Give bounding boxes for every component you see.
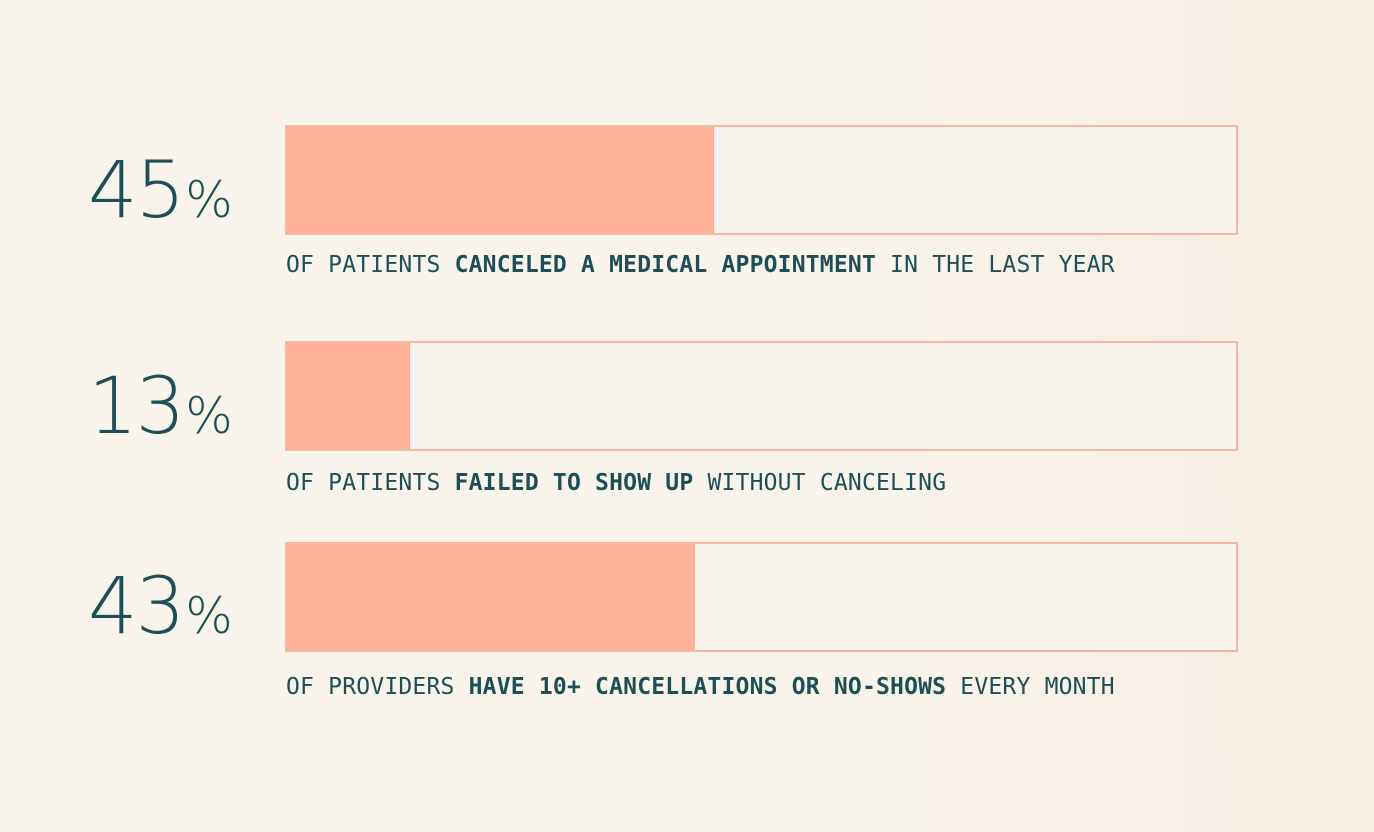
bar-fill <box>287 127 715 233</box>
caption-prefix: OF PATIENTS <box>286 470 455 496</box>
stat-number: 13 <box>88 362 185 452</box>
stat-caption: OF PATIENTS FAILED TO SHOW UP WITHOUT CA… <box>286 470 946 496</box>
caption-suffix: EVERY MONTH <box>946 674 1115 700</box>
stat-value: 13% <box>88 368 233 446</box>
caption-suffix: WITHOUT CANCELING <box>693 470 947 496</box>
caption-highlight: FAILED TO SHOW UP <box>454 470 694 496</box>
stat-value: 43% <box>88 568 233 646</box>
percent-sign: % <box>185 587 233 645</box>
percent-sign: % <box>185 387 233 445</box>
stat-number: 45 <box>88 146 185 236</box>
caption-prefix: OF PROVIDERS <box>286 674 469 700</box>
stat-caption: OF PROVIDERS HAVE 10+ CANCELLATIONS OR N… <box>286 674 1115 700</box>
bar-fill <box>287 544 696 650</box>
bar-fill <box>287 343 411 449</box>
bar-track <box>285 341 1238 451</box>
caption-suffix: IN THE LAST YEAR <box>876 252 1115 278</box>
caption-highlight: CANCELED A MEDICAL APPOINTMENT <box>454 252 876 278</box>
bar-track <box>285 542 1238 652</box>
percent-sign: % <box>185 171 233 229</box>
caption-highlight: HAVE 10+ CANCELLATIONS OR NO-SHOWS <box>468 674 947 700</box>
stat-number: 43 <box>88 562 185 652</box>
caption-prefix: OF PATIENTS <box>286 252 455 278</box>
bar-track <box>285 125 1238 235</box>
stat-value: 45% <box>88 152 233 230</box>
stat-caption: OF PATIENTS CANCELED A MEDICAL APPOINTME… <box>286 252 1115 278</box>
